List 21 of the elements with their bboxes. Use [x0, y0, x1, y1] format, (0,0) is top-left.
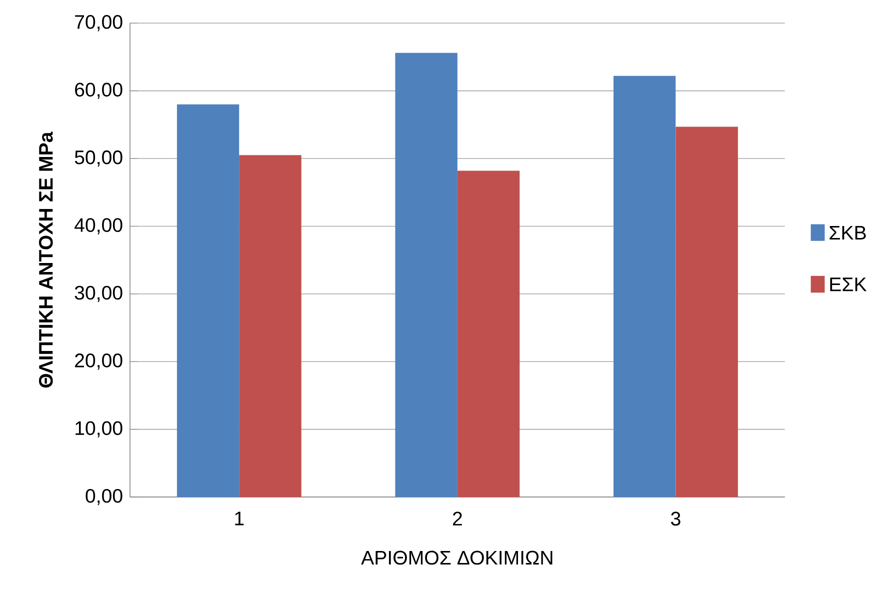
x-tick-label: 1 — [235, 512, 244, 526]
y-tick-label: 50,00 — [74, 150, 122, 167]
bar — [239, 155, 302, 498]
y-tick-label: 10,00 — [76, 421, 122, 438]
y-tick-label: 40,00 — [74, 218, 122, 234]
x-axis-title: ΑΡΙΘΜΟΣ ΔΟΚΙΜΙΩΝ — [361, 550, 552, 565]
x-tick-label: 2 — [452, 512, 462, 526]
y-tick-label: 0,00 — [86, 488, 122, 506]
x-tick-label: 3 — [671, 512, 680, 526]
y-axis-title: ΘΛΙΠΤΙΚΗ ΑΝΤΟΧΗ ΣΕ MPa — [38, 132, 53, 388]
bar — [457, 170, 520, 498]
y-tick-label: 60,00 — [75, 82, 122, 99]
bar — [614, 76, 676, 498]
bar — [676, 126, 738, 498]
bar — [395, 52, 458, 498]
y-tick-label: 30,00 — [74, 286, 122, 302]
y-tick-label: 20,00 — [75, 354, 122, 370]
bar — [176, 104, 240, 498]
y-tick-label: 70,00 — [75, 15, 122, 32]
legend-label: ΕΣΚ — [830, 278, 867, 292]
legend-label: ΣΚΒ — [830, 226, 866, 240]
